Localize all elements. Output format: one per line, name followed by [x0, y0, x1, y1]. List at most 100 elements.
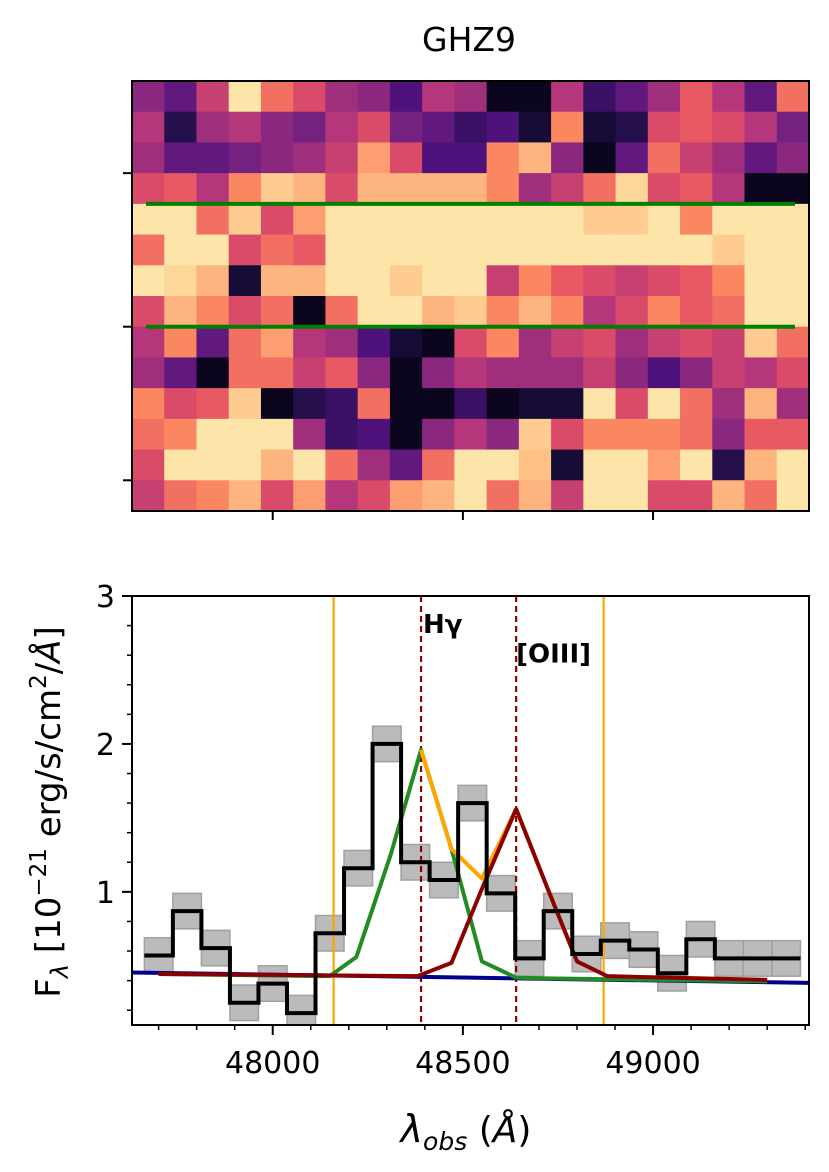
- heatmap-cell: [164, 203, 198, 236]
- model-line: [419, 749, 579, 963]
- y-tick-label: 1: [96, 876, 115, 911]
- heatmap-cell: [518, 265, 552, 297]
- heatmap-cell: [518, 234, 552, 266]
- spectrum-1d-panel: 48000 48500 49000 1 2 3 Hγ [OIII] λobs (Å) Fλ…: [26, 580, 810, 1156]
- heatmap-cell: [228, 234, 262, 266]
- heatmap-cell: [389, 480, 423, 512]
- heatmap-cell: [615, 173, 649, 205]
- heatmap-cell: [357, 111, 391, 144]
- heatmap-cell: [615, 265, 649, 297]
- heatmap-cell: [357, 357, 391, 389]
- heatmap-cell: [712, 357, 746, 389]
- heatmap-cell: [132, 449, 165, 481]
- heatmap-cell: [132, 234, 165, 266]
- heatmap-cell: [196, 449, 230, 481]
- heatmap-cell: [196, 203, 230, 236]
- heatmap-cell: [518, 449, 552, 481]
- heatmap-cell: [325, 388, 359, 420]
- heatmap-cell: [164, 81, 198, 113]
- heatmap-cell: [389, 265, 423, 297]
- heatmap-cell: [776, 449, 810, 481]
- heatmap-cell: [776, 418, 810, 451]
- heatmap-cell: [744, 418, 778, 451]
- heatmap-cell: [132, 357, 165, 389]
- heatmap-cell: [260, 111, 294, 144]
- heatmap-cell: [615, 81, 649, 113]
- heatmap-cell: [357, 81, 391, 113]
- heatmap-cell: [325, 296, 359, 328]
- heatmap-cell: [260, 142, 294, 174]
- heatmap-cell: [454, 142, 488, 174]
- heatmap-cell: [518, 357, 552, 389]
- heatmap-cell: [583, 203, 617, 236]
- heatmap-cell: [615, 296, 649, 328]
- heatmap-cell: [454, 449, 488, 481]
- heatmap-cell: [389, 449, 423, 481]
- heatmap-cell: [164, 326, 198, 359]
- heatmap-cell: [744, 173, 778, 205]
- line-annotation: Hγ: [423, 610, 463, 640]
- heatmap-cell: [518, 142, 552, 174]
- heatmap-cell: [132, 81, 165, 113]
- heatmap-cell: [454, 480, 488, 512]
- x-tick-label: 49000: [605, 1046, 700, 1081]
- heatmap-cell: [583, 296, 617, 328]
- line-annotation: [OIII]: [516, 640, 591, 670]
- heatmap-cell: [164, 234, 198, 266]
- heatmap-cell: [486, 388, 520, 420]
- heatmap-cell: [712, 81, 746, 113]
- heatmap-cell: [615, 357, 649, 389]
- heatmap-cell: [712, 449, 746, 481]
- heatmap-cell: [454, 81, 488, 113]
- heatmap-cell: [454, 173, 488, 205]
- heatmap-cell: [422, 388, 455, 420]
- heatmap-cell: [486, 203, 520, 236]
- heatmap-cell: [583, 418, 617, 451]
- heatmap-cells: [132, 81, 810, 512]
- heatmap-cell: [776, 357, 810, 389]
- heatmap-cell: [680, 357, 713, 389]
- heatmap-cell: [422, 296, 455, 328]
- heatmap-cell: [422, 357, 455, 389]
- heatmap-ticks: [123, 172, 655, 520]
- heatmap-cell: [712, 142, 746, 174]
- heatmap-cell: [712, 203, 746, 236]
- heatmap-cell: [583, 388, 617, 420]
- heatmap-cell: [196, 357, 230, 389]
- heatmap-cell: [647, 449, 681, 481]
- heatmap-cell: [260, 357, 294, 389]
- heatmap-cell: [518, 111, 552, 144]
- y-tick-label: 3: [96, 580, 115, 615]
- heatmap-cell: [422, 480, 455, 512]
- heatmap-cell: [583, 480, 617, 512]
- heatmap-cell: [615, 326, 649, 359]
- heatmap-cell: [583, 234, 617, 266]
- heatmap-cell: [518, 81, 552, 113]
- heatmap-cell: [680, 326, 713, 359]
- heatmap-cell: [293, 142, 327, 174]
- heatmap-cell: [389, 234, 423, 266]
- heatmap-cell: [744, 142, 778, 174]
- heatmap-cell: [551, 418, 584, 451]
- heatmap-cell: [389, 81, 423, 113]
- heatmap-cell: [196, 142, 230, 174]
- heatmap-cell: [132, 173, 165, 205]
- heatmap-cell: [551, 480, 584, 512]
- model-lines: [132, 747, 809, 985]
- heatmap-cell: [196, 234, 230, 266]
- plot-area: [132, 596, 809, 1025]
- heatmap-cell: [293, 480, 327, 512]
- heatmap-cell: [164, 142, 198, 174]
- heatmap-cell: [712, 111, 746, 144]
- heatmap-cell: [260, 203, 294, 236]
- heatmap-cell: [551, 357, 584, 389]
- heatmap-cell: [228, 449, 262, 481]
- heatmap-cell: [615, 234, 649, 266]
- heatmap-cell: [744, 111, 778, 144]
- model-line: [158, 747, 768, 984]
- plot-frame: [131, 595, 810, 1026]
- heatmap-cell: [615, 203, 649, 236]
- heatmap-cell: [615, 111, 649, 144]
- heatmap-cell: [228, 173, 262, 205]
